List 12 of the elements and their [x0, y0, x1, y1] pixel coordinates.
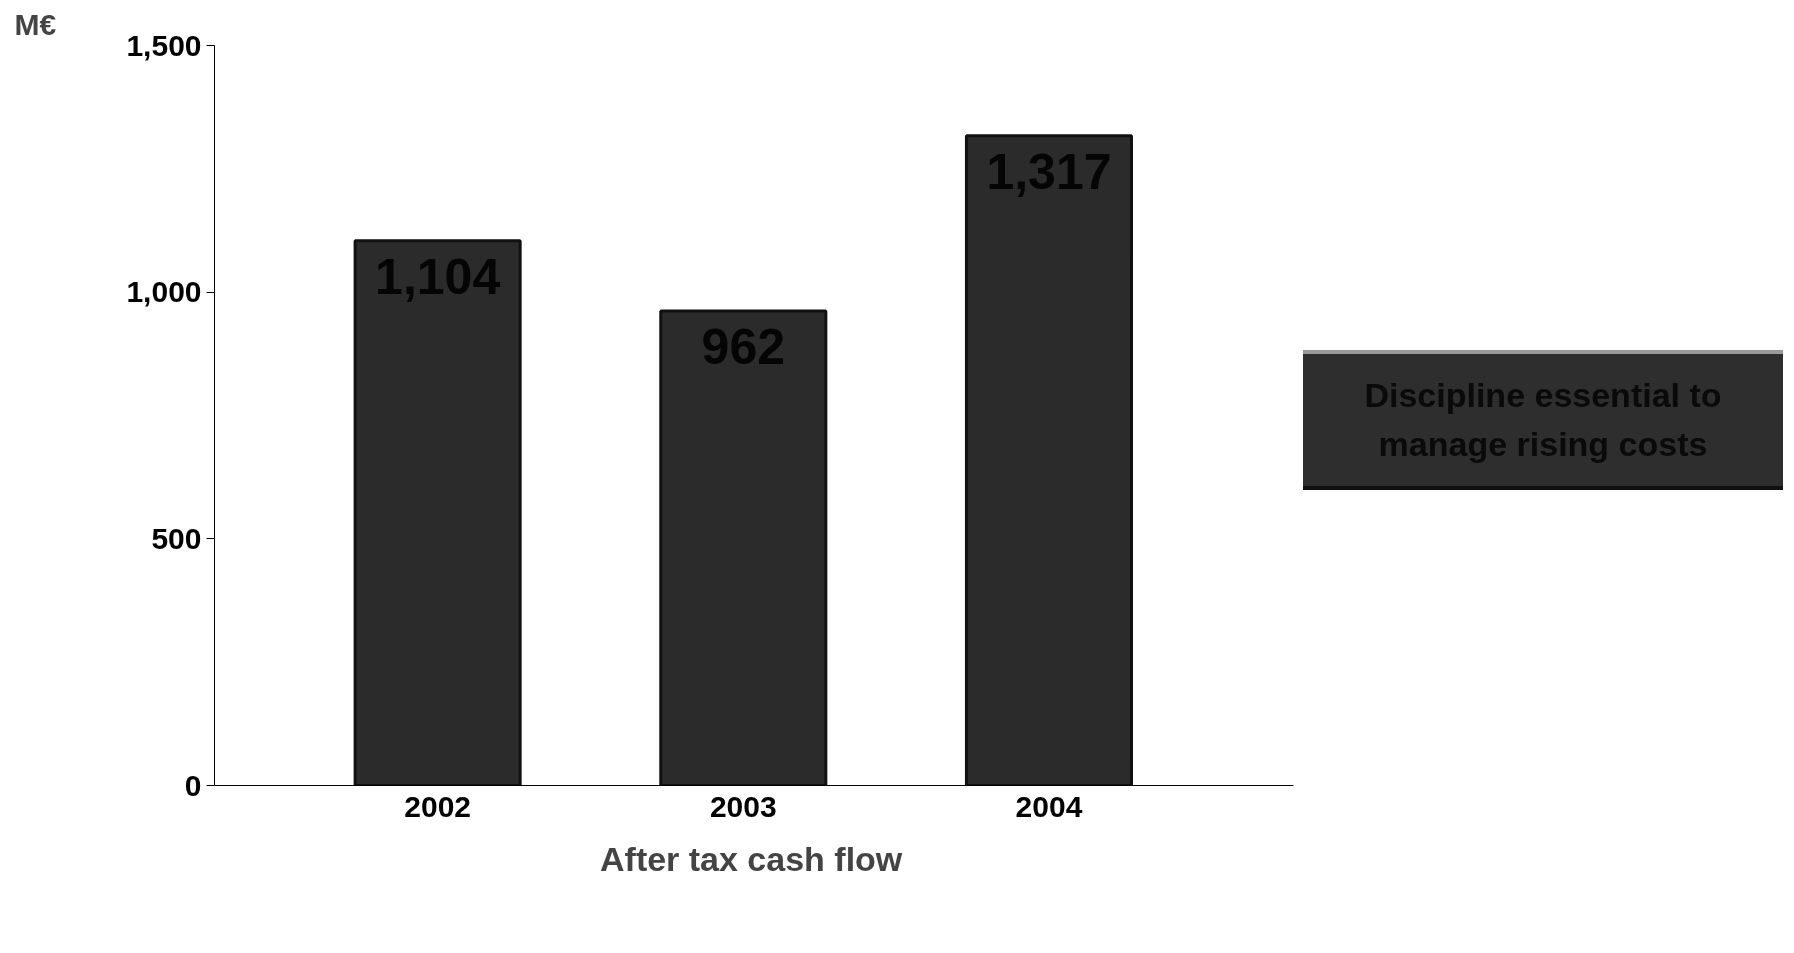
x-tick-label: 2004	[1015, 789, 1083, 823]
text: After tax cash flow	[600, 840, 903, 879]
y-tick-label: 1,500	[126, 28, 202, 62]
y-tick-label: 0	[184, 768, 202, 802]
x-tick-label: 2002	[404, 789, 472, 823]
y-tick-label: 500	[151, 521, 202, 555]
y-tick-label: 1,000	[126, 275, 202, 309]
bar	[964, 134, 1133, 786]
bar	[659, 309, 828, 786]
bar	[353, 239, 522, 786]
x-tick-label: 2003	[709, 789, 777, 823]
y-axis-title: M€	[14, 7, 57, 41]
